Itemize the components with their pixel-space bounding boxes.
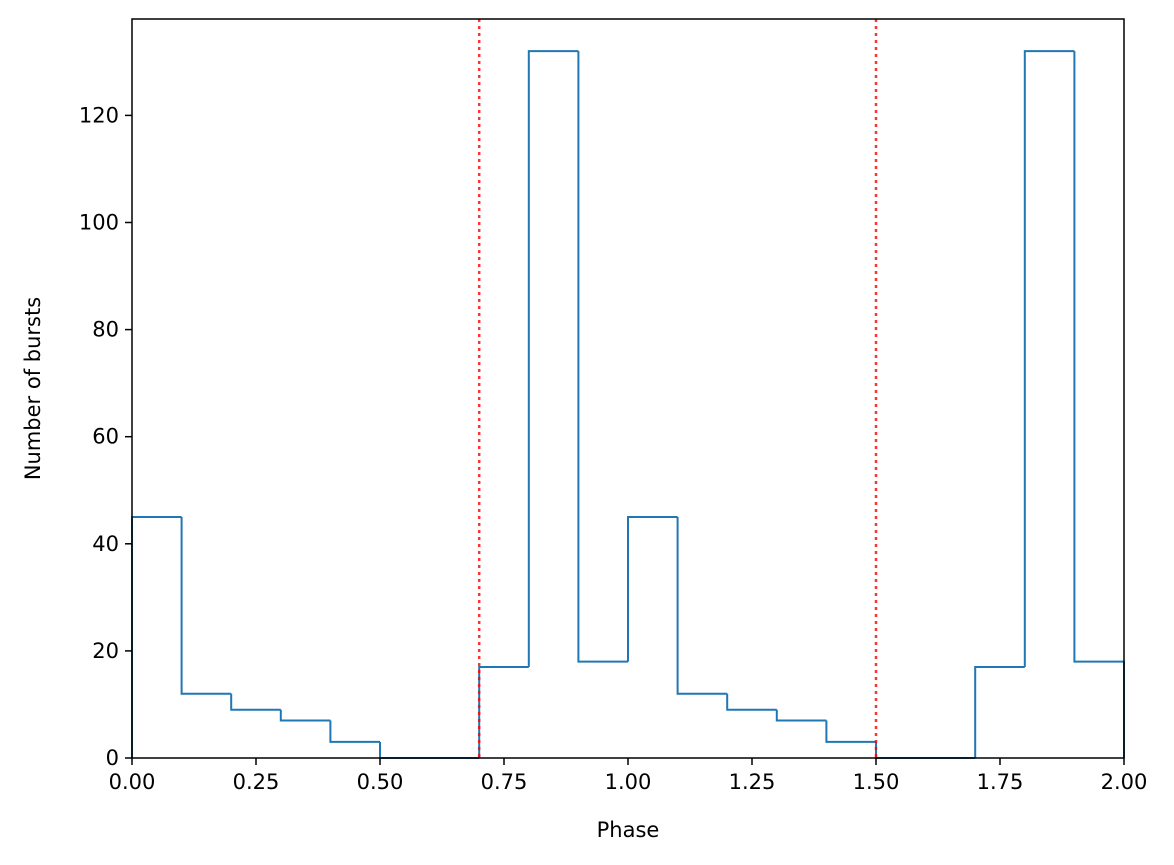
x-tick-label: 0.00 — [109, 770, 156, 794]
x-tick-label: 1.00 — [605, 770, 652, 794]
x-tick-label: 2.00 — [1101, 770, 1148, 794]
histogram-bin — [775, 709, 827, 722]
y-tick-label: 40 — [92, 532, 119, 556]
y-axis-ticks: 0 20 40 60 80 100 120 — [79, 103, 132, 770]
x-tick-label: 1.50 — [853, 770, 900, 794]
histogram-bin — [329, 720, 380, 743]
y-tick-label: 0 — [106, 746, 119, 770]
x-tick-label: 0.25 — [233, 770, 280, 794]
histogram-bin — [627, 516, 678, 662]
histogram-bin — [825, 720, 876, 743]
x-tick-label: 0.75 — [481, 770, 528, 794]
histogram-bin — [230, 693, 281, 711]
y-tick-label: 80 — [92, 318, 119, 342]
x-tick-label: 1.25 — [729, 770, 776, 794]
y-axis-label: Number of bursts — [21, 297, 45, 480]
plot-area — [131, 50, 1125, 759]
x-axis-ticks: 0.00 0.25 0.50 0.75 1.00 1.25 1.50 1.75 2.00 — [109, 758, 1148, 794]
histogram-bin — [676, 517, 728, 695]
histogram-bin — [1023, 50, 1075, 667]
histogram-bin — [974, 665, 1025, 758]
x-tick-label: 1.75 — [977, 770, 1024, 794]
histogram-bin — [279, 709, 331, 722]
x-axis-label: Phase — [597, 818, 660, 842]
y-tick-label: 60 — [92, 425, 119, 449]
y-tick-label: 20 — [92, 639, 119, 663]
histogram-bin — [726, 693, 777, 711]
histogram-bin — [527, 50, 579, 667]
x-tick-label: 0.50 — [357, 770, 404, 794]
y-tick-label: 120 — [79, 103, 119, 127]
y-tick-label: 100 — [79, 210, 119, 234]
histogram-bin — [180, 517, 232, 695]
histogram-bin — [577, 51, 628, 663]
